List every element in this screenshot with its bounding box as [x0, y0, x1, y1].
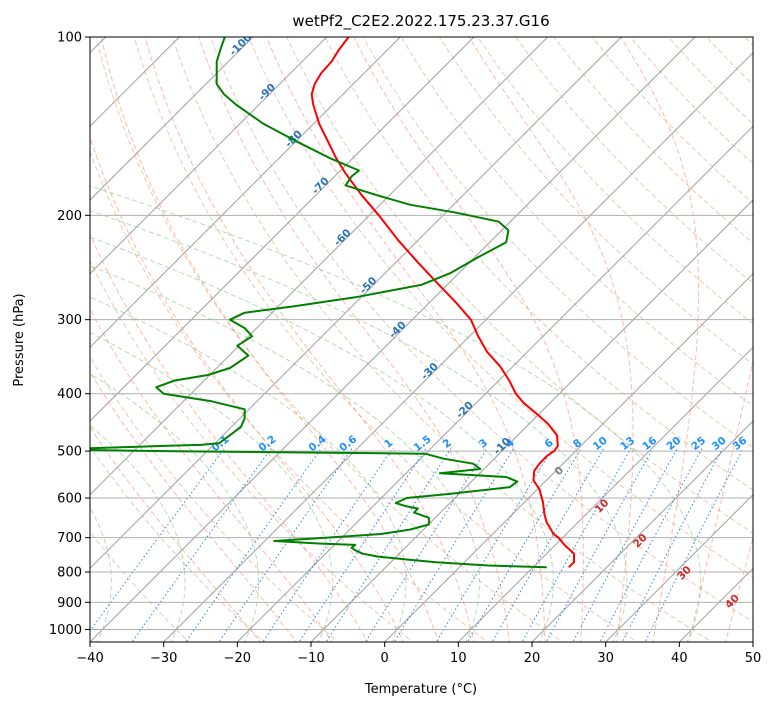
x-axis: −40 −30 −20 −10 0 10 20 30 40 50 [76, 642, 761, 666]
isotherm [90, 37, 475, 422]
x-tick-label: 0 [381, 651, 389, 666]
x-tick-label: 10 [450, 651, 467, 666]
mixing-ratio-line [185, 448, 322, 642]
chart-title: wetPf2_C2E2.2022.175.23.37.G16 [292, 12, 549, 31]
x-tick-label: 50 [745, 651, 762, 666]
dry-adiabat [362, 37, 753, 449]
dry-adiabat [286, 37, 753, 534]
isotherm [90, 37, 328, 275]
y-tick-label: 400 [57, 387, 82, 402]
dry-adiabat [324, 37, 753, 491]
moist-adiabat [90, 370, 297, 642]
mixing-ratio-line [644, 448, 744, 642]
isotherm [90, 37, 696, 642]
y-tick-label: 300 [57, 313, 82, 328]
y-tick-label: 500 [57, 445, 82, 460]
isotherm [605, 493, 753, 642]
mixing-ratio-line [521, 448, 632, 642]
dry-adiabat [95, 37, 564, 642]
y-tick-label: 1000 [49, 623, 82, 638]
isotherm [90, 37, 549, 496]
grid [90, 37, 753, 630]
dry-adiabat [477, 37, 753, 325]
x-tick-label: 40 [671, 651, 688, 666]
x-tick-label: −20 [224, 651, 251, 666]
profiles [90, 37, 575, 569]
dry-adiabat [90, 445, 265, 642]
moist-adiabat [90, 426, 261, 642]
isotherm [531, 420, 753, 642]
y-tick-label: 100 [57, 31, 82, 46]
dry-adiabat [90, 356, 339, 642]
y-tick-label: 700 [57, 531, 82, 546]
temperature-profile [310, 37, 575, 568]
y-tick-label: 200 [57, 209, 82, 224]
mixing-ratio-line [131, 448, 272, 642]
x-tick-label: −30 [150, 651, 177, 666]
isotherm [163, 51, 753, 642]
mixing-ratio-line [218, 448, 353, 642]
mixing-ratio-line [466, 448, 582, 642]
y-tick-label: 600 [57, 492, 82, 507]
x-tick-label: −40 [76, 651, 103, 666]
mixing-ratio-line [393, 448, 515, 642]
x-tick-label: −10 [297, 651, 324, 666]
y-axis-label: Pressure (hPa) [12, 293, 27, 386]
isotherm [90, 37, 401, 349]
plot-frame [89, 36, 754, 643]
x-tick-label: 20 [524, 651, 541, 666]
mixing-ratio-line [298, 448, 427, 642]
x-axis-label: Temperature (°C) [364, 682, 477, 697]
isotherm [310, 199, 753, 642]
isotherm [90, 37, 254, 201]
mixing-ratio-line [262, 448, 393, 642]
x-tick-label: 30 [597, 651, 614, 666]
isotherm [236, 125, 753, 642]
mixing-ratio-line [325, 448, 452, 642]
isotherm [90, 37, 622, 570]
y-tick-label: 800 [57, 566, 82, 581]
y-tick-label: 900 [57, 596, 82, 611]
dry-adiabat [90, 150, 489, 642]
dewpoint-profile [90, 37, 547, 569]
isotherm [457, 346, 753, 642]
mixing-ratio-line [621, 448, 723, 642]
mixing-ratio-line [545, 448, 654, 642]
y-axis: 100 200 300 400 500 600 700 800 900 1000 [49, 31, 90, 638]
dry-adiabat [438, 37, 753, 366]
moist-adiabat [100, 37, 440, 642]
mixing-ratio-line [364, 448, 488, 642]
isotherm [384, 272, 753, 642]
